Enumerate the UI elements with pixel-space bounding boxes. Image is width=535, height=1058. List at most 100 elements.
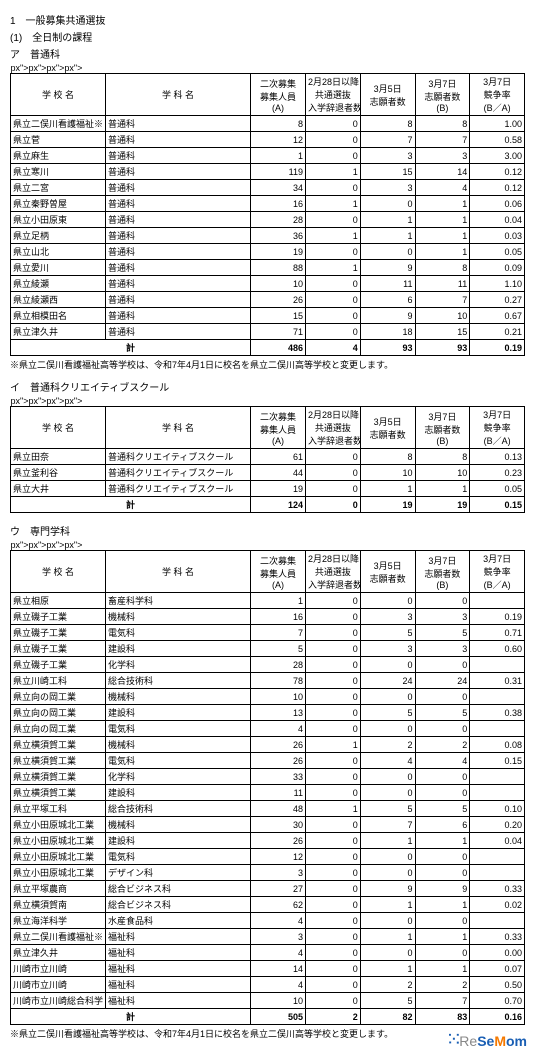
cell-v: 0.70 bbox=[470, 993, 525, 1009]
cell-v: 0 bbox=[306, 945, 361, 961]
cell-v: 4 bbox=[415, 180, 470, 196]
cell-v: 0 bbox=[415, 865, 470, 881]
cell-dept: 電気科 bbox=[106, 625, 251, 641]
cell-school: 県立小田原城北工業 bbox=[11, 817, 106, 833]
resemom-logo: ⁙ReSeMom bbox=[446, 1027, 527, 1052]
cell-v: 0.58 bbox=[470, 132, 525, 148]
cell-v: 0.13 bbox=[470, 449, 525, 465]
cell-v: 0.21 bbox=[470, 324, 525, 340]
cell-v: 34 bbox=[251, 180, 306, 196]
cell-v: 10 bbox=[415, 465, 470, 481]
th-c5: 3月7日競争率(B／A) bbox=[470, 551, 525, 593]
sum-row: 計486493930.19 bbox=[11, 340, 525, 356]
cell-dept: 機械科 bbox=[106, 609, 251, 625]
cell-v: 14 bbox=[415, 164, 470, 180]
th-dept: 学 科 名 bbox=[106, 407, 251, 449]
cell-v: 3 bbox=[360, 180, 415, 196]
cell-dept: 総合技術科 bbox=[106, 673, 251, 689]
cell-dept: 福祉科 bbox=[106, 993, 251, 1009]
cell-dept: 普通科 bbox=[106, 276, 251, 292]
cell-dept: 福祉科 bbox=[106, 929, 251, 945]
cell-v: 3 bbox=[415, 148, 470, 164]
cell-v bbox=[470, 913, 525, 929]
cell-school: 県立平塚農商 bbox=[11, 881, 106, 897]
table-row: 県立綾瀬西普通科260670.27 bbox=[11, 292, 525, 308]
cell-v bbox=[470, 865, 525, 881]
cell-v: 1 bbox=[360, 897, 415, 913]
cell-v: 0 bbox=[415, 657, 470, 673]
cell-school: 県立山北 bbox=[11, 244, 106, 260]
th-c2: 2月28日以降共通選抜入学辞退者数 bbox=[306, 74, 361, 116]
cell-v: 0 bbox=[306, 673, 361, 689]
cell-v: 6 bbox=[415, 817, 470, 833]
cell-v: 1 bbox=[415, 228, 470, 244]
cell-v: 5 bbox=[415, 625, 470, 641]
cell-school: 県立大井 bbox=[11, 481, 106, 497]
cell-v: 0 bbox=[306, 913, 361, 929]
cell-v: 0 bbox=[306, 689, 361, 705]
cell-dept: 普通科 bbox=[106, 308, 251, 324]
th-c2: 2月28日以降共通選抜入学辞退者数 bbox=[306, 551, 361, 593]
cell-v: 0.10 bbox=[470, 801, 525, 817]
cell-v: 61 bbox=[251, 449, 306, 465]
cell-v: 11 bbox=[251, 785, 306, 801]
cell-dept: 普通科クリエイティブスクール bbox=[106, 481, 251, 497]
sum-v: 124 bbox=[251, 497, 306, 513]
cell-v bbox=[470, 769, 525, 785]
cell-v: 0 bbox=[306, 116, 361, 132]
cell-v: 1 bbox=[415, 929, 470, 945]
cell-v: 0 bbox=[415, 769, 470, 785]
cell-v: 9 bbox=[360, 881, 415, 897]
cell-dept: 普通科 bbox=[106, 212, 251, 228]
sum-v: 93 bbox=[415, 340, 470, 356]
cell-v: 88 bbox=[251, 260, 306, 276]
cell-v: 0.09 bbox=[470, 260, 525, 276]
table-row: 県立向の岡工業建設科130550.38 bbox=[11, 705, 525, 721]
table-row: 県立釜利谷普通科クリエイティブスクール44010100.23 bbox=[11, 465, 525, 481]
cell-v: 1 bbox=[415, 833, 470, 849]
cell-dept: 普通科 bbox=[106, 164, 251, 180]
cell-v: 0.00 bbox=[470, 945, 525, 961]
cell-school: 県立二宮 bbox=[11, 180, 106, 196]
cell-v: 0.15 bbox=[470, 753, 525, 769]
cell-v: 10 bbox=[415, 308, 470, 324]
table-row: 県立小田原城北工業建設科260110.04 bbox=[11, 833, 525, 849]
cell-v: 5 bbox=[360, 705, 415, 721]
cell-v bbox=[470, 689, 525, 705]
cell-dept: 福祉科 bbox=[106, 961, 251, 977]
table-row: 県立横須賀工業建設科11000 bbox=[11, 785, 525, 801]
cell-school: 県立麻生 bbox=[11, 148, 106, 164]
title-2: (1) 全日制の課程 bbox=[10, 29, 525, 44]
cell-v: 1 bbox=[251, 148, 306, 164]
cell-v: 0.60 bbox=[470, 641, 525, 657]
cell-school: 県立横須賀工業 bbox=[11, 769, 106, 785]
cell-v: 0 bbox=[306, 657, 361, 673]
cell-v: 0.71 bbox=[470, 625, 525, 641]
cell-v: 2 bbox=[415, 977, 470, 993]
sum-row: 計505282830.16 bbox=[11, 1009, 525, 1025]
cell-v: 26 bbox=[251, 292, 306, 308]
cell-v: 1 bbox=[360, 212, 415, 228]
cell-v: 0 bbox=[306, 897, 361, 913]
cell-v: 0 bbox=[360, 657, 415, 673]
cell-v: 11 bbox=[360, 276, 415, 292]
cell-dept: 電気科 bbox=[106, 753, 251, 769]
cell-v: 0 bbox=[415, 849, 470, 865]
cell-v: 6 bbox=[360, 292, 415, 308]
th-c4: 3月7日志願者数(B) bbox=[415, 74, 470, 116]
cell-v: 0 bbox=[415, 785, 470, 801]
th-c1: 二次募集募集人員(A) bbox=[251, 551, 306, 593]
table-row: 県立磯子工業建設科50330.60 bbox=[11, 641, 525, 657]
section-a-title: ア 普通科 bbox=[10, 46, 525, 61]
cell-v: 4 bbox=[251, 913, 306, 929]
cell-dept: 電気科 bbox=[106, 849, 251, 865]
cell-v: 19 bbox=[251, 244, 306, 260]
cell-v: 0 bbox=[415, 721, 470, 737]
cell-v bbox=[470, 785, 525, 801]
cell-v: 1 bbox=[415, 897, 470, 913]
cell-v: 0.04 bbox=[470, 212, 525, 228]
cell-v: 71 bbox=[251, 324, 306, 340]
cell-v: 36 bbox=[251, 228, 306, 244]
cell-v: 0.38 bbox=[470, 705, 525, 721]
cell-school: 県立磯子工業 bbox=[11, 609, 106, 625]
